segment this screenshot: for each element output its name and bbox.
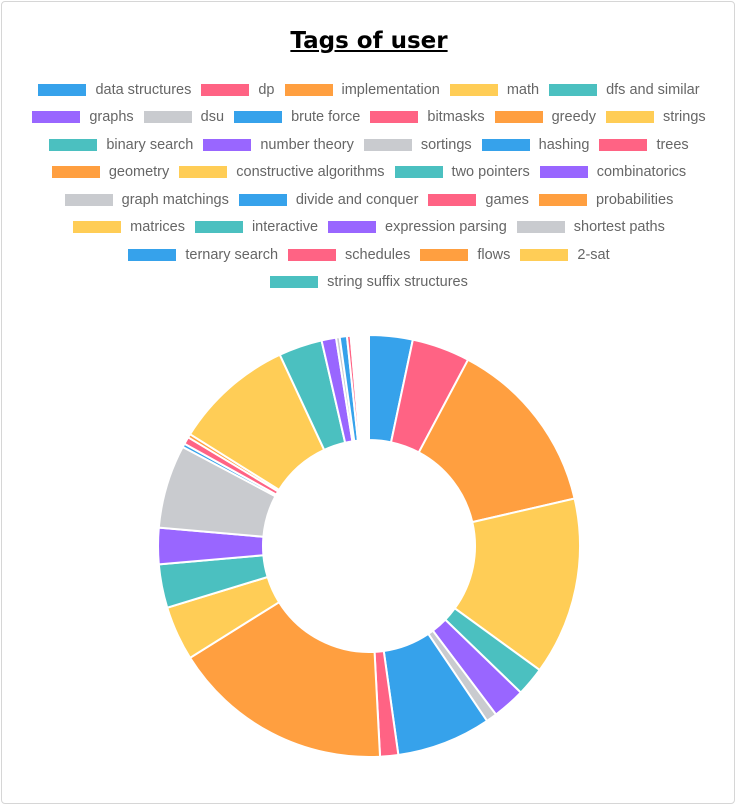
slice-string-suffix-structures[interactable] — [367, 335, 369, 440]
